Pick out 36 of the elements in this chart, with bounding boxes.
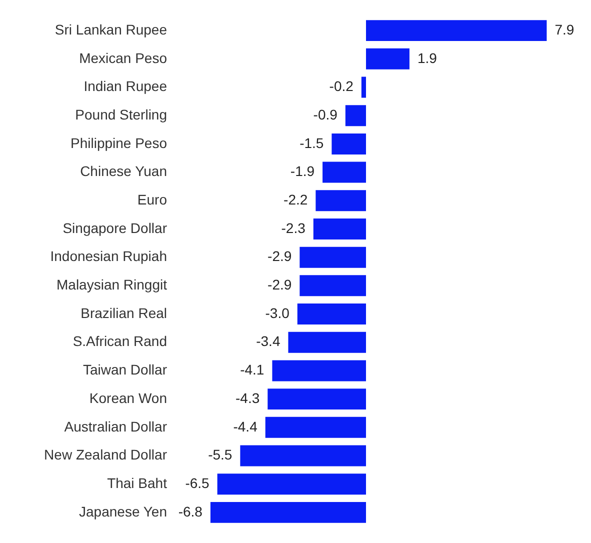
y-tick-label: Singapore Dollar — [62, 220, 168, 236]
y-tick-label: Taiwan Dollar — [82, 362, 168, 378]
y-tick-label: Pound Sterling — [75, 106, 167, 122]
y-tick-label: Mexican Peso — [79, 50, 168, 66]
y-tick-label: Indonesian Rupiah — [50, 248, 167, 264]
y-tick-label: Chinese Yuan — [80, 163, 167, 180]
y-tick-label: Korean Won — [89, 390, 167, 406]
y-tick-label: Thai Baht — [107, 474, 168, 491]
data-label: -4.1 — [240, 362, 264, 378]
data-label: 1.9 — [417, 50, 438, 66]
data-label: -2.3 — [281, 220, 306, 236]
data-label: -3.4 — [256, 333, 280, 350]
data-label: -0.9 — [313, 106, 338, 122]
y-tick-label: Malaysian Ringgit — [56, 276, 168, 293]
data-label: -2.9 — [268, 276, 292, 293]
data-label: -2.9 — [268, 248, 292, 264]
y-tick-label: Euro — [137, 192, 168, 208]
data-label: -1.5 — [300, 134, 324, 151]
data-label: -4.3 — [236, 390, 260, 406]
y-tick-label: Sri Lankan Rupee — [54, 21, 168, 38]
data-label: -6.8 — [178, 503, 203, 520]
data-label: -1.9 — [290, 163, 315, 180]
data-label: -5.5 — [208, 446, 232, 463]
y-tick-label: Australian Dollar — [64, 418, 168, 434]
y-tick-label: Indian Rupee — [84, 78, 168, 94]
y-tick-label: S.African Rand — [72, 333, 167, 350]
data-label: -2.2 — [284, 192, 308, 208]
y-tick-label: New Zealand Dollar — [44, 446, 168, 463]
data-label: -6.5 — [185, 474, 210, 491]
data-label: -3.0 — [265, 304, 290, 321]
y-tick-label: Philippine Peso — [70, 134, 168, 151]
data-label: -4.4 — [233, 418, 258, 434]
data-label: -0.2 — [329, 78, 354, 94]
y-tick-label: Brazilian Real — [80, 304, 167, 321]
y-tick-label: Japanese Yen — [79, 503, 167, 520]
data-label: 7.9 — [554, 21, 574, 38]
